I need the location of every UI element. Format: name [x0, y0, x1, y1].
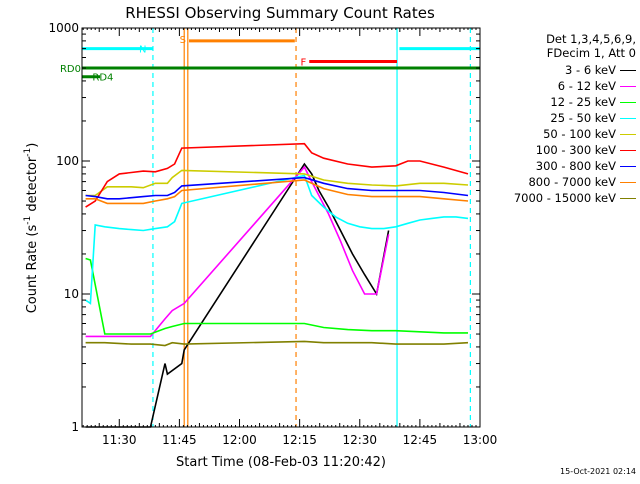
y-axis-label-part1: Count Rate (s [25, 225, 40, 314]
x-tick-label-2: 12:00 [222, 433, 257, 447]
y-tick-label-1: 10 [64, 287, 79, 301]
flag-label-rd0: RD0 [60, 64, 81, 75]
y-axis-label-part2: detector [25, 156, 40, 216]
legend-entry-label: 800 - 7000 keV [528, 175, 616, 189]
legend: Det 1,3,4,5,6,9, FDecim 1, Att 0 3 - 6 k… [486, 32, 636, 206]
chart-title: RHESSI Observing Summary Count Rates [125, 4, 435, 22]
legend-entry-label: 7000 - 15000 keV [513, 191, 616, 205]
legend-header-line-2: FDecim 1, Att 0 [546, 46, 636, 60]
flag-label-s: S [180, 35, 186, 46]
legend-entry-swatch [620, 133, 636, 135]
legend-entry-7: 800 - 7000 keV [486, 174, 636, 190]
legend-entry-swatch [620, 181, 636, 183]
legend-entry-swatch [620, 197, 636, 199]
legend-entry-6: 300 - 800 keV [486, 158, 636, 174]
series-line-7 [85, 179, 469, 205]
legend-entry-swatch [620, 85, 636, 87]
legend-entry-swatch [620, 69, 636, 71]
legend-entry-0: 3 - 6 keV [486, 62, 636, 78]
legend-rows: 3 - 6 keV 6 - 12 keV 12 - 25 keV 25 - 50 ke… [486, 62, 636, 206]
series-line-5 [85, 142, 469, 208]
y-axis-label-part3: ) [25, 143, 40, 148]
x-tick-label-4: 12:30 [342, 433, 377, 447]
plot-frame [81, 27, 481, 428]
legend-entry-label: 50 - 100 keV [543, 127, 616, 141]
flag-label-rd4: RD4 [92, 73, 113, 84]
legend-entry-label: 3 - 6 keV [565, 63, 616, 77]
x-tick-label-1: 11:45 [162, 433, 197, 447]
legend-entry-swatch [620, 101, 636, 103]
series-line-2 [85, 257, 468, 335]
y-axis-label: Count Rate (s-1 detector-1) [23, 143, 40, 314]
legend-entry-3: 25 - 50 keV [486, 110, 636, 126]
legend-entry-5: 100 - 300 keV [486, 142, 636, 158]
legend-entry-2: 12 - 25 keV [486, 94, 636, 110]
y-axis-label-sup2: -1 [23, 148, 33, 157]
axes: 1 10 100 1000 11:30 11:45 12:00 12:15 12:30 12:45… [48, 21, 497, 447]
x-tick-label-5: 12:45 [403, 433, 438, 447]
legend-header-line-1: Det 1,3,4,5,6,9, [546, 32, 636, 46]
y-tick-label-3: 1000 [48, 21, 79, 35]
legend-entry-1: 6 - 12 keV [486, 78, 636, 94]
legend-entry-4: 50 - 100 keV [486, 126, 636, 142]
vertical-markers [152, 28, 471, 427]
series-line-4 [85, 169, 469, 197]
legend-entry-swatch [620, 149, 636, 151]
x-tick-label-0: 11:30 [102, 433, 137, 447]
y-axis-label-sup1: -1 [23, 216, 33, 225]
footer-timestamp: 15-Oct-2021 02:14 [560, 467, 636, 476]
series-line-8 [85, 340, 469, 347]
legend-entry-label: 6 - 12 keV [557, 79, 616, 93]
x-tick-label-6: 13:00 [463, 433, 498, 447]
legend-entry-8: 7000 - 15000 keV [486, 190, 636, 206]
legend-entry-label: 25 - 50 keV [550, 111, 616, 125]
series-lines [85, 142, 469, 428]
x-tick-label-3: 12:15 [282, 433, 317, 447]
legend-entry-label: 12 - 25 keV [550, 95, 616, 109]
legend-entry-label: 300 - 800 keV [535, 159, 616, 173]
y-tick-label-0: 1 [71, 420, 79, 434]
y-tick-label-2: 100 [56, 154, 79, 168]
flag-label-f: F [300, 57, 306, 68]
legend-entry-label: 100 - 300 keV [535, 143, 616, 157]
series-line-3 [85, 174, 469, 305]
legend-entry-swatch [620, 165, 636, 167]
x-axis-label: Start Time (08-Feb-03 11:20:42) [176, 455, 386, 470]
legend-entry-swatch [620, 117, 636, 119]
series-line-1 [85, 165, 390, 338]
flag-bars: N S F RD0 RD4 [60, 35, 480, 84]
flag-label-n: N [139, 45, 146, 56]
series-line-6 [85, 176, 469, 200]
